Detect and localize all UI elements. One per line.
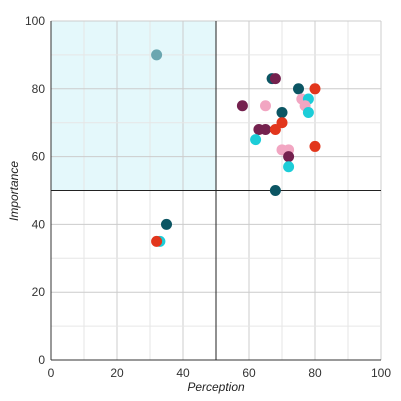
y-tick-labels: 0 20 40 60 80 100 [25,14,45,367]
data-point [161,218,172,230]
data-point [302,107,314,119]
data-point [269,73,281,85]
y-tick-label: 60 [32,150,46,164]
y-tick-label: 100 [25,14,45,28]
data-point [151,235,163,247]
data-point [250,134,262,146]
data-point [283,151,295,163]
y-tick-label: 0 [38,353,45,367]
data-point [269,185,281,196]
data-point [236,100,248,112]
data-point [293,83,304,95]
x-tick-label: 100 [371,366,391,380]
x-axis-title: Perception [187,380,245,394]
y-tick-label: 80 [32,82,46,96]
data-point [283,161,295,173]
data-point [260,100,271,112]
y-tick-label: 20 [32,285,46,299]
highlight-region-layer [51,21,216,191]
points-layer [151,49,321,247]
data-point [276,107,288,119]
x-tick-label: 0 [48,366,55,380]
data-point [309,83,321,95]
data-point [260,123,271,135]
highlight-region [51,21,216,191]
y-axis-title: Importance [7,161,21,221]
x-tick-label: 60 [242,366,256,380]
x-tick-label: 80 [308,366,322,380]
reference-lines-layer [51,21,381,360]
x-tick-label: 20 [110,366,124,380]
data-point [269,123,281,135]
x-tick-label: 40 [176,366,190,380]
y-tick-label: 40 [32,217,46,231]
data-point [276,117,288,129]
data-point [151,49,163,61]
x-tick-labels: 0 20 40 60 80 100 [48,366,392,380]
data-point [309,140,321,152]
